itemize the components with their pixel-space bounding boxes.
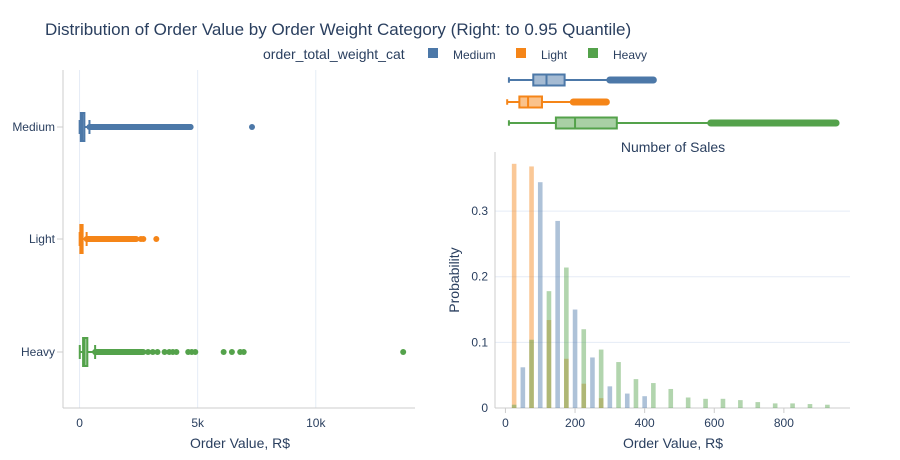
box-outlier-light <box>140 236 147 242</box>
hist-bar-heavy <box>790 403 795 408</box>
hist-bar-heavy <box>720 398 726 408</box>
hist-x-tick-label: 800 <box>774 416 794 430</box>
hist-y-tick-label: 0 <box>481 401 488 415</box>
box-iqr-medium <box>532 73 566 87</box>
left-y-tick-label: Medium <box>12 120 55 134</box>
hist-bar-light <box>598 398 604 408</box>
box-outlier-heavy <box>192 349 199 355</box>
hist-bar-heavy <box>825 404 830 408</box>
box-outlier-heavy <box>400 349 407 355</box>
box-outlier-heavy <box>161 349 168 355</box>
box-iqr-heavy <box>554 116 618 130</box>
left-x-tick-label: 10k <box>306 416 326 430</box>
hist-y-tick-label: 0.3 <box>471 204 488 218</box>
hist-bar-light <box>546 320 552 408</box>
box-outlier-medium <box>163 124 170 130</box>
legend-label-light: Light <box>541 48 568 62</box>
box-outlier-medium <box>154 124 161 130</box>
histogram: 0 0.1 0.2 0.3 0 200 400 600 800 <box>471 152 850 430</box>
box-outlier-medium <box>119 124 126 130</box>
left-x-tick-label: 5k <box>191 416 205 430</box>
hist-bar-light <box>529 166 534 408</box>
box-outlier-heavy <box>149 349 156 355</box>
histogram-y-axis-title: Probability <box>446 247 462 312</box>
hist-bar-light <box>564 358 569 408</box>
hist-bar-medium <box>555 220 560 408</box>
hist-bar-medium <box>624 393 630 408</box>
hist-x-tick-label: 0 <box>502 416 509 430</box>
legend-label-medium: Medium <box>453 48 496 62</box>
legend: order_total_weight_cat Medium Light Heavy <box>263 46 647 62</box>
hist-bar-medium <box>642 396 647 408</box>
box-outlier-medium <box>159 124 166 130</box>
left-box-plot: 0 5k 10k Medium Light Heavy <box>12 70 415 430</box>
hist-bar-heavy <box>564 267 569 408</box>
legend-title: order_total_weight_cat <box>263 46 405 62</box>
chart-title: Distribution of Order Value by Order Wei… <box>45 20 631 39</box>
hist-bar-heavy <box>703 398 708 408</box>
histogram-x-axis-title: Order Value, R$ <box>623 435 723 451</box>
box-iqr-light <box>518 95 543 109</box>
hist-bar-heavy <box>807 404 813 408</box>
hist-bar-heavy <box>685 397 691 408</box>
hist-bar-heavy <box>755 402 761 408</box>
legend-swatch-heavy <box>588 48 598 58</box>
hist-bar-heavy <box>598 349 604 408</box>
hist-bar-heavy <box>529 339 534 408</box>
hist-y-tick-label: 0.2 <box>471 270 488 284</box>
hist-x-tick-label: 200 <box>565 416 585 430</box>
box-outlier-medium <box>248 124 255 130</box>
box-outlier-heavy <box>145 349 152 355</box>
box-outlier-heavy <box>240 349 247 355</box>
box-outlier-medium <box>182 124 189 130</box>
hist-y-tick-label: 0.1 <box>471 335 488 349</box>
histogram-subtitle: Number of Sales <box>621 139 725 155</box>
hist-bar-medium <box>572 309 578 408</box>
left-x-axis-title: Order Value, R$ <box>190 435 290 451</box>
hist-bar-light <box>511 163 517 408</box>
hist-bar-heavy <box>616 362 621 408</box>
hist-bar-heavy <box>546 291 552 408</box>
left-x-tick-label: 0 <box>76 416 83 430</box>
hist-bar-heavy <box>651 383 656 408</box>
hist-bar-medium <box>607 386 613 408</box>
hist-bar-medium <box>590 357 595 408</box>
hist-bar-heavy <box>668 388 674 408</box>
box-outlier-medium <box>168 124 175 130</box>
box-outlier-light <box>153 236 160 242</box>
box-outlier-medium <box>187 124 194 130</box>
hist-x-tick-label: 600 <box>704 416 724 430</box>
box-outlier-medium <box>173 124 180 130</box>
box-outlier-medium <box>149 124 156 130</box>
box-outlier-heavy <box>173 349 180 355</box>
hist-bar-medium <box>520 367 526 408</box>
hist-bar-light <box>581 383 587 408</box>
left-y-tick-label: Heavy <box>21 345 55 359</box>
box-outlier-heavy <box>220 349 227 355</box>
hist-bar-heavy <box>738 400 743 408</box>
box-outlier-heavy <box>228 349 235 355</box>
hist-bar-heavy <box>511 404 517 408</box>
box-outlier-medium <box>178 124 185 130</box>
legend-swatch-medium <box>428 48 438 58</box>
legend-label-heavy: Heavy <box>613 48 647 62</box>
hist-x-tick-label: 400 <box>635 416 655 430</box>
box-outlier-medium <box>142 124 149 130</box>
right-box-plot <box>506 73 840 130</box>
box-outlier-medium <box>130 124 137 130</box>
box-outlier-heavy <box>154 349 161 355</box>
hist-bar-medium <box>537 182 543 408</box>
hist-bar-heavy <box>772 403 778 408</box>
legend-swatch-light <box>516 48 526 58</box>
hist-bar-heavy <box>633 379 639 408</box>
hist-bar-heavy <box>581 329 587 408</box>
left-y-tick-label: Light <box>29 232 56 246</box>
